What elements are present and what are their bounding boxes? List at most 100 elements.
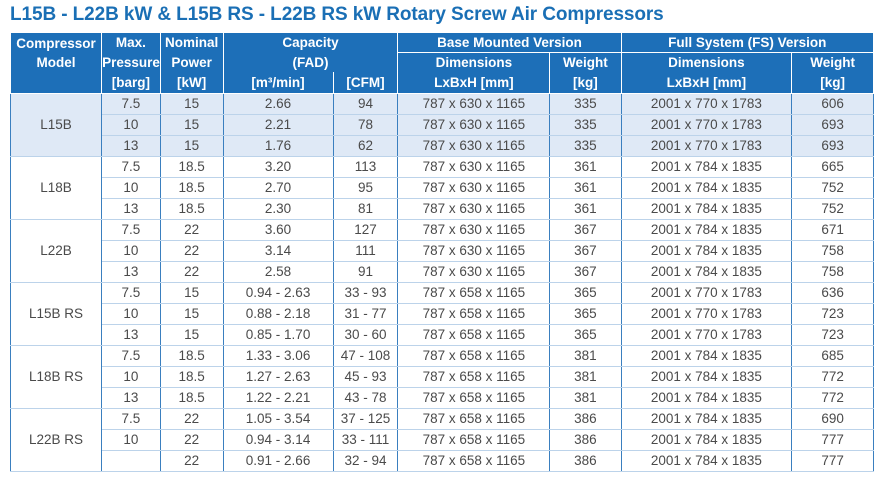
pressure-cell: 10 [101,303,161,325]
capacity-cfm-cell: 32 - 94 [332,450,399,472]
table-row: L15B 7.5 15 2.66 94 787 x 630 x 1165 335 2001 x… [9,93,874,157]
pressure-cell: 13 [101,387,161,409]
capacity-cfm-cell: 127 [332,219,399,241]
fs-weight-cell: 693 [791,114,874,136]
fs-dimensions-cell: 2001 x 770 x 1783 [620,324,793,346]
page-title: L15B - L22B kW & L15B RS - L22B RS kW Ro… [10,4,664,25]
table-row: L22B RS 7.5 22 1.05 - 3.54 37 - 125 787 x 658… [9,408,874,472]
base-dimensions-cell: 787 x 630 x 1165 [397,240,551,262]
capacity-cfm-cell: 30 - 60 [332,324,399,346]
header-fs-title: Full System (FS) Version [620,33,875,53]
fs-weight-cell: 772 [791,366,874,388]
power-cell: 15 [159,135,224,157]
power-cell: 15 [159,282,224,304]
power-cell: 15 [159,93,224,115]
table-row: 10 18.5 2.70 95 787 x 630 x 1165 361 2001 x 78… [11,177,874,199]
table-row: 13 15 0.85 - 1.70 30 - 60 787 x 658 x 1165 36… [11,324,874,346]
fs-weight-cell: 758 [791,261,874,283]
table-row: L18B RS 7.5 18.5 1.33 - 3.06 47 - 108 787 x 6… [9,345,874,409]
header-power-line1: Nominal [159,33,224,53]
base-weight-cell: 335 [549,114,622,136]
model-cell: L22B [9,219,103,283]
table-row: 13 18.5 1.22 - 2.21 43 - 78 787 x 658 x 1165… [11,387,874,409]
fs-dimensions-cell: 2001 x 784 x 1835 [620,219,793,241]
pressure-cell: 7.5 [101,408,161,430]
pressure-cell: 7.5 [101,93,161,115]
table-body: L15B 7.5 15 2.66 94 787 x 630 x 1165 335 2001 x… [9,93,874,472]
capacity-m3-cell: 2.30 [222,198,334,220]
pressure-cell: 13 [101,198,161,220]
capacity-cfm-cell: 78 [332,114,399,136]
base-weight-cell: 335 [549,135,622,157]
capacity-m3-cell: 0.94 - 3.14 [222,429,334,451]
fs-dimensions-cell: 2001 x 770 x 1783 [620,282,793,304]
capacity-cfm-cell: 91 [332,261,399,283]
pressure-cell: 10 [101,429,161,451]
capacity-m3-cell: 2.21 [222,114,334,136]
fs-weight-cell: 777 [791,450,874,472]
capacity-cfm-cell: 37 - 125 [332,408,399,430]
capacity-cfm-cell: 62 [332,135,399,157]
model-cell: L18B [9,156,103,220]
base-weight-cell: 367 [549,219,622,241]
capacity-m3-cell: 3.60 [222,219,334,241]
base-weight-cell: 361 [549,198,622,220]
base-dimensions-cell: 787 x 630 x 1165 [397,198,551,220]
pressure-cell: 7.5 [101,156,161,178]
fs-weight-cell: 752 [791,198,874,220]
power-cell: 15 [159,324,224,346]
capacity-m3-cell: 1.27 - 2.63 [222,366,334,388]
fs-weight-cell: 665 [791,156,874,178]
model-cell: L15B RS [9,282,103,346]
capacity-m3-cell: 2.66 [222,93,334,115]
table-row: 10 22 0.94 - 3.14 33 - 111 787 x 658 x 1165 3… [11,429,874,451]
header-base-dimensions-unit: LxBxH [mm] [397,72,551,94]
header-model-unit [9,72,103,94]
power-cell: 22 [159,219,224,241]
power-cell: 18.5 [159,366,224,388]
fs-dimensions-cell: 2001 x 784 x 1835 [620,408,793,430]
pressure-cell: 7.5 [101,282,161,304]
capacity-cfm-cell: 95 [332,177,399,199]
base-dimensions-cell: 787 x 658 x 1165 [397,303,551,325]
capacity-cfm-cell: 94 [332,93,399,115]
pressure-cell: 7.5 [101,219,161,241]
fs-dimensions-cell: 2001 x 784 x 1835 [620,366,793,388]
power-cell: 15 [159,303,224,325]
base-dimensions-cell: 787 x 658 x 1165 [397,345,551,367]
fs-weight-cell: 772 [791,387,874,409]
pressure-cell: 10 [101,240,161,262]
fs-weight-cell: 693 [791,135,874,157]
capacity-cfm-cell: 33 - 93 [332,282,399,304]
fs-weight-cell: 685 [791,345,874,367]
base-dimensions-cell: 787 x 658 x 1165 [397,429,551,451]
base-weight-cell: 386 [549,408,622,430]
header-base-title: Base Mounted Version [397,33,622,53]
power-cell: 22 [159,408,224,430]
header-base-weight: Weight [549,52,622,72]
pressure-cell: 13 [101,135,161,157]
fs-weight-cell: 606 [791,93,874,115]
pressure-cell [101,450,161,472]
header-power-unit: [kW] [159,72,224,94]
capacity-cfm-cell: 47 - 108 [332,345,399,367]
fs-dimensions-cell: 2001 x 784 x 1835 [620,177,793,199]
power-cell: 18.5 [159,345,224,367]
power-cell: 22 [159,261,224,283]
pressure-cell: 10 [101,114,161,136]
base-dimensions-cell: 787 x 658 x 1165 [397,450,551,472]
base-dimensions-cell: 787 x 658 x 1165 [397,387,551,409]
base-dimensions-cell: 787 x 630 x 1165 [397,114,551,136]
fs-weight-cell: 723 [791,303,874,325]
table-row: 10 15 2.21 78 787 x 630 x 1165 335 2001 x 770 … [11,114,874,136]
header-fs-weight-unit: [kg] [791,72,874,94]
table-row: L22B 7.5 22 3.60 127 787 x 630 x 1165 367 2001 … [9,219,874,283]
base-weight-cell: 381 [549,345,622,367]
header-model: Compressor Model [9,33,103,72]
base-weight-cell: 335 [549,93,622,115]
header-capacity-cfm-unit: [CFM] [332,72,399,94]
header-model-line2: Model [36,54,76,70]
header-power-line2: Power [159,52,224,72]
table-row: 10 22 3.14 111 787 x 630 x 1165 367 2001 x 784… [11,240,874,262]
fs-dimensions-cell: 2001 x 784 x 1835 [620,387,793,409]
